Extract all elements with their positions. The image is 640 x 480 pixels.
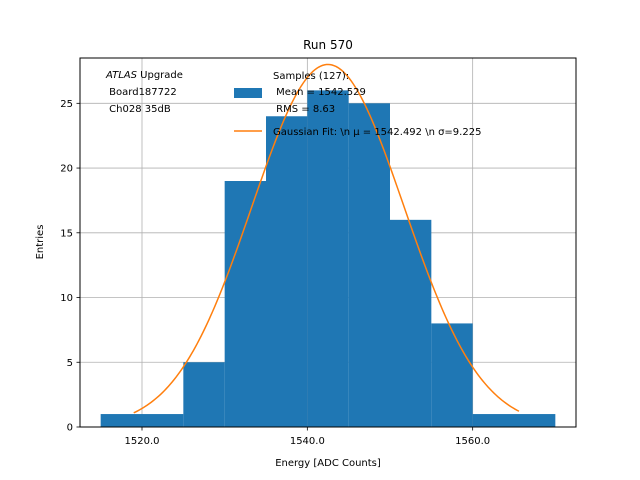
- legend-histogram-patch: [234, 88, 262, 98]
- y-tick-label-0: 0: [67, 423, 73, 434]
- y-tick-label-4: 20: [60, 164, 73, 175]
- gaussian-fit: [133, 63, 520, 414]
- histogram-bar-6: [390, 219, 432, 427]
- y-axis-ticks: 0 5 10 15 20 25: [60, 99, 80, 434]
- histogram-bars: [100, 90, 556, 428]
- legend-samples-line-2: Mean = 1542.529: [273, 87, 366, 98]
- x-axis-label: Energy [ADC Counts]: [275, 458, 381, 469]
- y-axis-label: Entries: [35, 225, 46, 260]
- histogram-bar-5: [348, 103, 390, 427]
- x-tick-label-1: 1540.0: [290, 436, 325, 447]
- y-tick-label-2: 10: [60, 293, 73, 304]
- y-tick-label-5: 25: [60, 99, 73, 110]
- legend-samples-line-1: Samples (127):: [273, 71, 349, 82]
- x-axis-ticks: 1520.0 1540.0 1560.0: [125, 427, 490, 447]
- histogram-bar-1: [183, 362, 225, 427]
- histogram-bar-7: [431, 323, 473, 427]
- atlas-italic: ATLAS: [105, 70, 138, 81]
- x-tick-label-2: 1560.0: [455, 436, 490, 447]
- x-tick-label-0: 1520.0: [125, 436, 160, 447]
- histogram-bar-4: [307, 90, 349, 428]
- legend-fit-label: Gaussian Fit: \n μ = 1542.492 \n σ=9.225: [273, 127, 481, 138]
- atlas-channel-line: Ch028 35dB: [106, 104, 171, 115]
- chart-title: Run 570: [303, 38, 353, 52]
- legend: Samples (127): Mean = 1542.529 RMS = 8.6…: [234, 71, 481, 138]
- atlas-title-line: ATLAS Upgrade: [105, 70, 183, 81]
- histogram-bar-3: [266, 116, 308, 428]
- histogram-bar-8: [472, 414, 556, 427]
- histogram-bar-0: [100, 414, 184, 427]
- legend-samples-line-3: RMS = 8.63: [273, 104, 335, 115]
- atlas-upgrade: Upgrade: [137, 70, 183, 81]
- plot-frame: [79, 57, 577, 428]
- atlas-annotation: ATLAS Upgrade Board187722 Ch028 35dB: [105, 70, 183, 115]
- atlas-board-line: Board187722: [106, 87, 177, 98]
- y-tick-label-1: 5: [67, 358, 73, 369]
- gaussian-fit-curve: [133, 63, 520, 414]
- histogram-bar-2: [224, 181, 266, 427]
- y-tick-label-3: 15: [60, 228, 73, 239]
